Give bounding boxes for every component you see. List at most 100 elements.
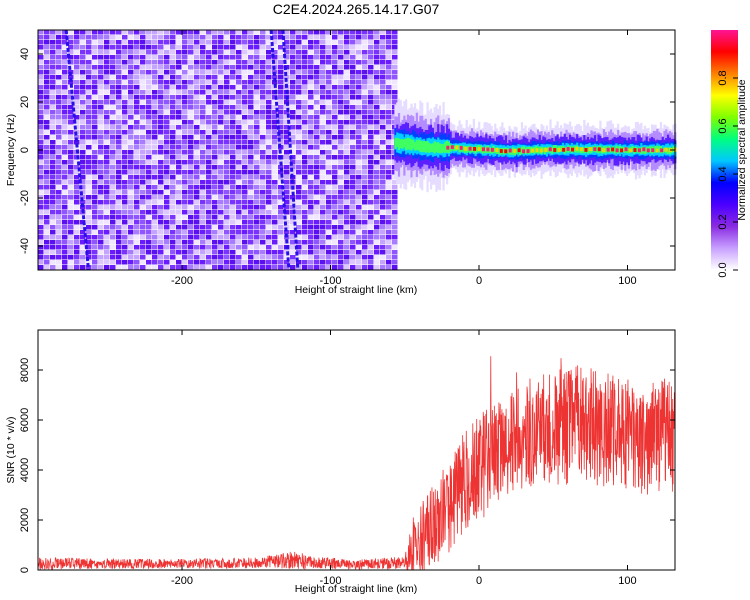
- heatmap-cell: [74, 75, 80, 80]
- x-tick-label: 0: [476, 275, 482, 287]
- heatmap-cell: [380, 210, 386, 215]
- heatmap-cell: [80, 45, 86, 50]
- heatmap-cell: [302, 255, 308, 260]
- heatmap-cell: [182, 110, 188, 115]
- heatmap-cell: [56, 105, 62, 110]
- heatmap-cell: [380, 250, 386, 255]
- heatmap-cell: [374, 105, 380, 110]
- heatmap-cell: [44, 105, 50, 110]
- heatmap-cell: [320, 155, 326, 160]
- heatmap-cell: [242, 40, 248, 45]
- heatmap-cell: [158, 190, 164, 195]
- heatmap-cell: [68, 235, 74, 240]
- heatmap-cell: [158, 65, 164, 70]
- heatmap-cell: [164, 65, 170, 70]
- heatmap-cell: [86, 110, 92, 115]
- heatmap-cell: [170, 175, 176, 180]
- heatmap-cell: [332, 180, 338, 185]
- heatmap-cell: [660, 148, 664, 153]
- heatmap-cell: [152, 150, 158, 155]
- heatmap-cell: [200, 190, 206, 195]
- heatmap-cell: [356, 230, 362, 235]
- heatmap-cell: [338, 195, 344, 200]
- heatmap-cell: [254, 80, 260, 85]
- heatmap-cell: [62, 145, 68, 150]
- heatmap-cell: [368, 180, 374, 185]
- heatmap-cell: [230, 230, 236, 235]
- heatmap-cell: [158, 215, 164, 220]
- heatmap-cell: [296, 50, 302, 55]
- heatmap-cell: [80, 95, 86, 100]
- heatmap-cell: [332, 45, 338, 50]
- heatmap-cell: [212, 190, 218, 195]
- heatmap-cell: [302, 135, 308, 140]
- heatmap-cell: [374, 250, 380, 255]
- heatmap-cell: [44, 180, 50, 185]
- heatmap-cell: [392, 190, 398, 195]
- heatmap-cell: [188, 185, 194, 190]
- heatmap-cell: [344, 185, 350, 190]
- heatmap-cell: [170, 195, 176, 200]
- heatmap-cell: [350, 115, 356, 120]
- heatmap-cell: [140, 40, 146, 45]
- heatmap-cell: [128, 235, 134, 240]
- heatmap-cell: [374, 50, 380, 55]
- heatmap-cell: [296, 250, 302, 255]
- heatmap-cell: [194, 200, 200, 205]
- heatmap-cell: [254, 235, 260, 240]
- heatmap-cell: [110, 90, 116, 95]
- heatmap-cell: [350, 45, 356, 50]
- heatmap-cell: [194, 160, 200, 165]
- heatmap-cell: [236, 55, 242, 60]
- heatmap-cell: [338, 115, 344, 120]
- heatmap-cell: [374, 235, 380, 240]
- heatmap-cell: [62, 40, 68, 45]
- heatmap-cell: [254, 265, 260, 270]
- heatmap-cell: [362, 85, 368, 90]
- heatmap-cell: [266, 220, 272, 225]
- heatmap-cell: [170, 90, 176, 95]
- heatmap-cell: [224, 195, 230, 200]
- heatmap-cell: [128, 205, 134, 210]
- heatmap-cell: [230, 260, 236, 265]
- heatmap-cell: [152, 175, 158, 180]
- heatmap-cell: [98, 225, 104, 230]
- heatmap-cell: [218, 95, 224, 100]
- heatmap-cell: [56, 260, 62, 265]
- heatmap-cell: [302, 225, 308, 230]
- heatmap-cell: [50, 255, 56, 260]
- heatmap-cell: [320, 205, 326, 210]
- heatmap-cell: [574, 145, 577, 153]
- heatmap-cell: [74, 205, 80, 210]
- heatmap-cell: [362, 145, 368, 150]
- heatmap-cell: [374, 80, 380, 85]
- heatmap-cell: [128, 115, 134, 120]
- colorbar-tick-label: 0.8: [717, 70, 729, 85]
- heatmap-cell: [374, 115, 380, 120]
- heatmap-cell: [314, 140, 320, 145]
- heatmap-cell: [212, 255, 218, 260]
- heatmap-cell: [206, 175, 212, 180]
- heatmap-cell: [236, 245, 242, 250]
- heatmap-cell: [326, 40, 332, 45]
- heatmap-cell: [116, 75, 122, 80]
- heatmap-cell: [296, 105, 302, 110]
- heatmap-cell: [188, 85, 194, 90]
- heatmap-cell: [254, 50, 260, 55]
- heatmap-cell: [272, 75, 278, 80]
- heatmap-cell: [374, 200, 380, 205]
- heatmap-cell: [344, 260, 350, 265]
- heatmap-cell: [260, 200, 266, 205]
- heatmap-cell: [284, 165, 290, 170]
- heatmap-cell: [437, 142, 440, 153]
- heatmap-cell: [314, 180, 320, 185]
- heatmap-cell: [254, 225, 260, 230]
- heatmap-cell: [122, 180, 128, 185]
- heatmap-cell: [296, 115, 302, 120]
- heatmap-cell: [248, 115, 254, 120]
- heatmap-cell: [260, 155, 266, 160]
- heatmap-cell: [236, 40, 242, 45]
- heatmap-cell: [236, 130, 242, 135]
- heatmap-cell: [44, 110, 50, 115]
